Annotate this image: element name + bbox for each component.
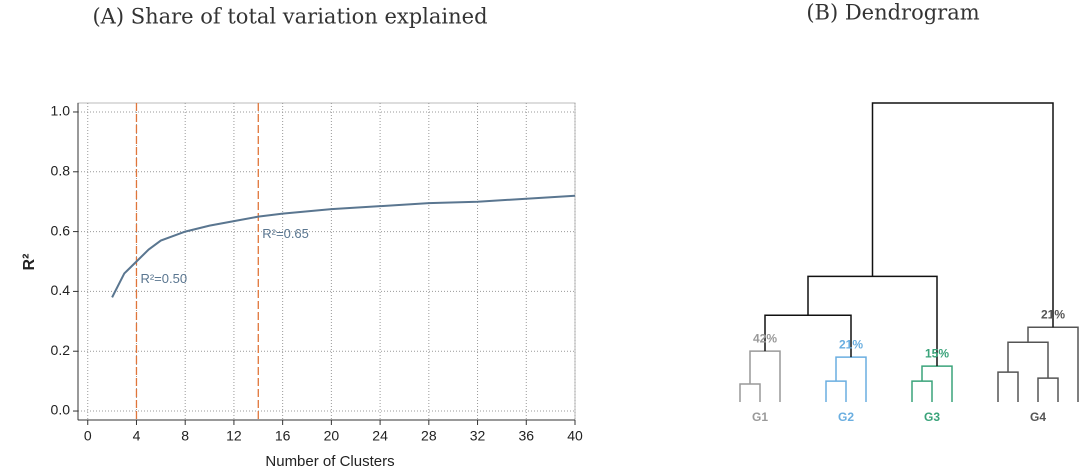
y-axis-label: R²	[21, 254, 38, 271]
x-tick-label: 0	[84, 428, 92, 444]
group-share: 15%	[925, 346, 949, 360]
annotation: R²=0.50	[140, 271, 187, 286]
y-tick-label: 0.2	[51, 342, 71, 358]
dendrogram-link	[807, 275, 938, 367]
dendrogram-link	[911, 380, 933, 402]
x-tick-label: 32	[470, 428, 486, 444]
x-tick-label: 40	[567, 428, 583, 444]
dendrogram-link	[835, 356, 867, 402]
dendrogram-link	[749, 350, 781, 402]
dendrogram-link	[825, 380, 847, 402]
dendrogram-link	[1027, 326, 1079, 402]
annotation: R²=0.65	[262, 226, 309, 241]
group-label: G2	[838, 410, 854, 424]
x-tick-label: 8	[181, 428, 189, 444]
group-label: G3	[924, 410, 940, 424]
group-label: G4	[1030, 410, 1046, 424]
x-tick-label: 20	[324, 428, 340, 444]
dendrogram-link	[871, 102, 1054, 328]
dendrogram-link	[921, 365, 953, 402]
dendrogram-link	[997, 371, 1019, 402]
group-label: G1	[752, 410, 768, 424]
x-tick-label: 28	[421, 428, 437, 444]
dendrogram-link	[739, 383, 761, 402]
panel-b-title: (B) Dendrogram	[806, 1, 979, 25]
group-share: 42%	[753, 331, 777, 345]
dendrogram-link	[1037, 377, 1059, 402]
y-tick-label: 0.6	[51, 222, 71, 238]
y-tick-label: 0.4	[51, 282, 71, 298]
plot-frame	[77, 102, 576, 421]
x-axis-label: Number of Clusters	[265, 453, 394, 470]
y-tick-label: 0.0	[51, 402, 71, 418]
x-tick-label: 24	[372, 428, 388, 444]
y-tick-label: 1.0	[51, 103, 71, 119]
x-tick-label: 12	[226, 428, 242, 444]
data-line	[111, 194, 576, 298]
x-tick-label: 4	[133, 428, 141, 444]
x-tick-label: 36	[518, 428, 534, 444]
group-share: 21%	[1041, 307, 1065, 321]
x-tick-label: 16	[275, 428, 291, 444]
y-tick-label: 0.8	[51, 162, 71, 178]
panel-a-title: (A) Share of total variation explained	[92, 5, 487, 29]
group-share: 21%	[839, 337, 863, 351]
